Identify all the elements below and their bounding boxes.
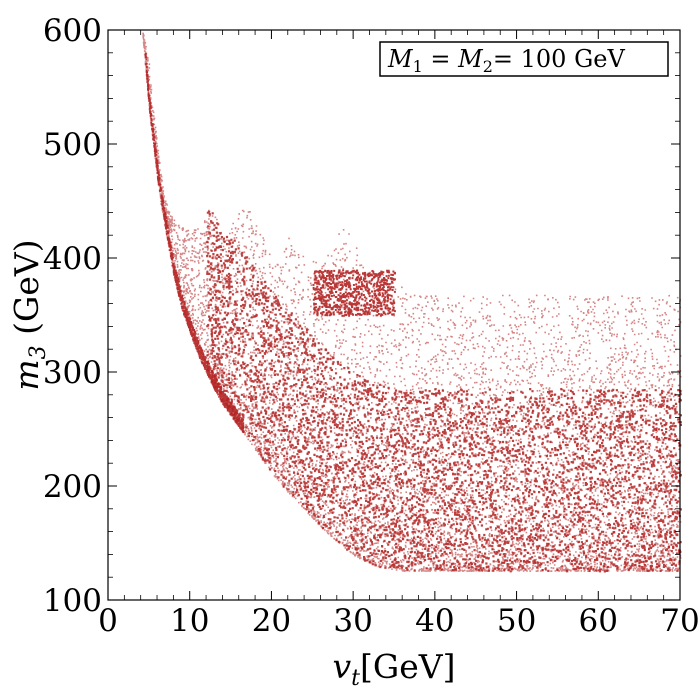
x-tick-label: 40 — [415, 603, 454, 639]
plot-frame — [107, 29, 681, 601]
x-axis-title-unit: [GeV] — [360, 647, 455, 686]
annotation-frame — [379, 41, 669, 77]
x-tick-label: 0 — [98, 603, 118, 639]
annotation-text: M1 = M2= 100 GeV — [387, 45, 625, 76]
y-axis-title-main: m — [7, 359, 46, 390]
x-axis-title-main: v — [333, 647, 352, 686]
x-tick-label: 70 — [660, 603, 699, 639]
y-tick-label: 200 — [43, 469, 102, 505]
annotation-m1-sub: 1 — [413, 57, 423, 76]
y-tick-label: 600 — [43, 13, 102, 49]
annotation-eq2: = 100 GeV — [493, 45, 626, 73]
annotation-eq1: = — [423, 45, 458, 73]
y-tick-label: 400 — [43, 241, 102, 277]
x-tick-label: 10 — [170, 603, 209, 639]
x-tick-label: 60 — [579, 603, 618, 639]
x-tick-label: 50 — [497, 603, 536, 639]
y-tick-label: 100 — [43, 583, 102, 619]
annotation-m1: M — [387, 45, 414, 73]
annotation-box: M1 = M2= 100 GeV — [379, 41, 669, 77]
y-axis-title-sub: 3 — [26, 345, 51, 359]
x-tick-label: 20 — [252, 603, 291, 639]
scatter-point-block — [312, 269, 396, 317]
annotation-m2-sub: 2 — [483, 57, 493, 76]
scatter-point-core — [206, 210, 682, 573]
scatter-points — [142, 32, 682, 573]
y-axis-title: m3 (GeV) — [7, 239, 51, 390]
axis-ticks: 0 10 20 30 40 50 60 70 100 200 300 400 500 600 — [43, 13, 700, 639]
y-tick-label: 500 — [43, 127, 102, 163]
y-tick-label: 300 — [43, 355, 102, 391]
x-axis-title: vt[GeV] — [333, 647, 456, 691]
x-tick-label: 30 — [333, 603, 372, 639]
y-axis-title-unit: (GeV) — [7, 239, 46, 345]
x-axis-title-sub: t — [351, 666, 360, 691]
annotation-m2: M — [457, 45, 484, 73]
